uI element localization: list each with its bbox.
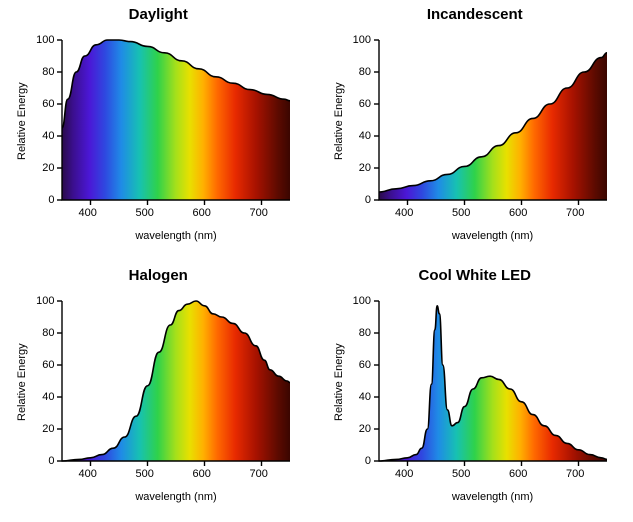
x-axis-label: wavelength (nm) bbox=[62, 230, 290, 242]
y-tick-label: 40 bbox=[42, 391, 54, 403]
x-tick-label: 500 bbox=[452, 468, 470, 480]
y-tick-label: 0 bbox=[48, 455, 54, 467]
x-axis-label: wavelength (nm) bbox=[62, 491, 290, 503]
plot-area bbox=[62, 301, 292, 463]
y-tick-label: 80 bbox=[42, 66, 54, 78]
x-tick-label: 600 bbox=[509, 207, 527, 219]
y-tick-label: 100 bbox=[36, 295, 54, 307]
y-tick-label: 0 bbox=[365, 194, 371, 206]
y-tick-label: 0 bbox=[48, 194, 54, 206]
chart-title: Incandescent bbox=[317, 6, 633, 23]
spectrum-area bbox=[62, 301, 290, 461]
x-tick-label: 600 bbox=[193, 468, 211, 480]
x-tick-label: 700 bbox=[566, 468, 584, 480]
chart-panel-2: Halogen Relative Energy 0 20 40 60 80 100 400 500… bbox=[0, 261, 317, 522]
y-tick-label: 100 bbox=[36, 34, 54, 46]
plot-area bbox=[379, 40, 609, 202]
x-tick-label: 400 bbox=[79, 207, 97, 219]
y-axis-label: Relative Energy bbox=[16, 343, 28, 421]
x-axis-label: wavelength (nm) bbox=[379, 230, 607, 242]
chart-title: Cool White LED bbox=[317, 267, 633, 284]
x-tick-label: 500 bbox=[136, 468, 154, 480]
y-tick-label: 20 bbox=[359, 162, 371, 174]
chart-panel-3: Cool White LED Relative Energy 0 20 40 60 80 10… bbox=[317, 261, 633, 522]
x-tick-label: 500 bbox=[136, 207, 154, 219]
y-tick-label: 60 bbox=[359, 359, 371, 371]
chart-title: Halogen bbox=[0, 267, 317, 284]
y-tick-label: 80 bbox=[42, 327, 54, 339]
spectrum-area bbox=[379, 53, 607, 200]
y-tick-label: 20 bbox=[42, 423, 54, 435]
y-tick-label: 80 bbox=[359, 66, 371, 78]
y-tick-label: 0 bbox=[365, 455, 371, 467]
y-tick-label: 20 bbox=[359, 423, 371, 435]
x-tick-label: 400 bbox=[395, 207, 413, 219]
y-tick-label: 100 bbox=[353, 295, 371, 307]
y-tick-label: 40 bbox=[359, 130, 371, 142]
y-tick-label: 100 bbox=[353, 34, 371, 46]
x-tick-label: 700 bbox=[250, 207, 268, 219]
y-axis-label: Relative Energy bbox=[16, 82, 28, 160]
chart-panel-0: Daylight Relative Energy 0 20 40 60 80 100 400 50… bbox=[0, 0, 317, 261]
x-tick-label: 600 bbox=[509, 468, 527, 480]
x-tick-label: 700 bbox=[566, 207, 584, 219]
x-tick-label: 400 bbox=[395, 468, 413, 480]
plot-area bbox=[379, 301, 609, 463]
chart-title: Daylight bbox=[0, 6, 317, 23]
y-tick-label: 60 bbox=[42, 359, 54, 371]
y-tick-label: 80 bbox=[359, 327, 371, 339]
x-tick-label: 400 bbox=[79, 468, 97, 480]
x-tick-label: 500 bbox=[452, 207, 470, 219]
y-tick-label: 40 bbox=[359, 391, 371, 403]
x-axis-label: wavelength (nm) bbox=[379, 491, 607, 503]
spectrum-area bbox=[379, 306, 607, 461]
chart-panel-1: Incandescent Relative Energy 0 20 40 60 80 100 4… bbox=[317, 0, 633, 261]
y-axis-label: Relative Energy bbox=[333, 82, 345, 160]
y-tick-label: 40 bbox=[42, 130, 54, 142]
spectrum-area bbox=[62, 40, 290, 200]
y-tick-label: 20 bbox=[42, 162, 54, 174]
y-axis-label: Relative Energy bbox=[333, 343, 345, 421]
plot-area bbox=[62, 40, 292, 202]
y-tick-label: 60 bbox=[42, 98, 54, 110]
x-tick-label: 700 bbox=[250, 468, 268, 480]
x-tick-label: 600 bbox=[193, 207, 211, 219]
y-tick-label: 60 bbox=[359, 98, 371, 110]
